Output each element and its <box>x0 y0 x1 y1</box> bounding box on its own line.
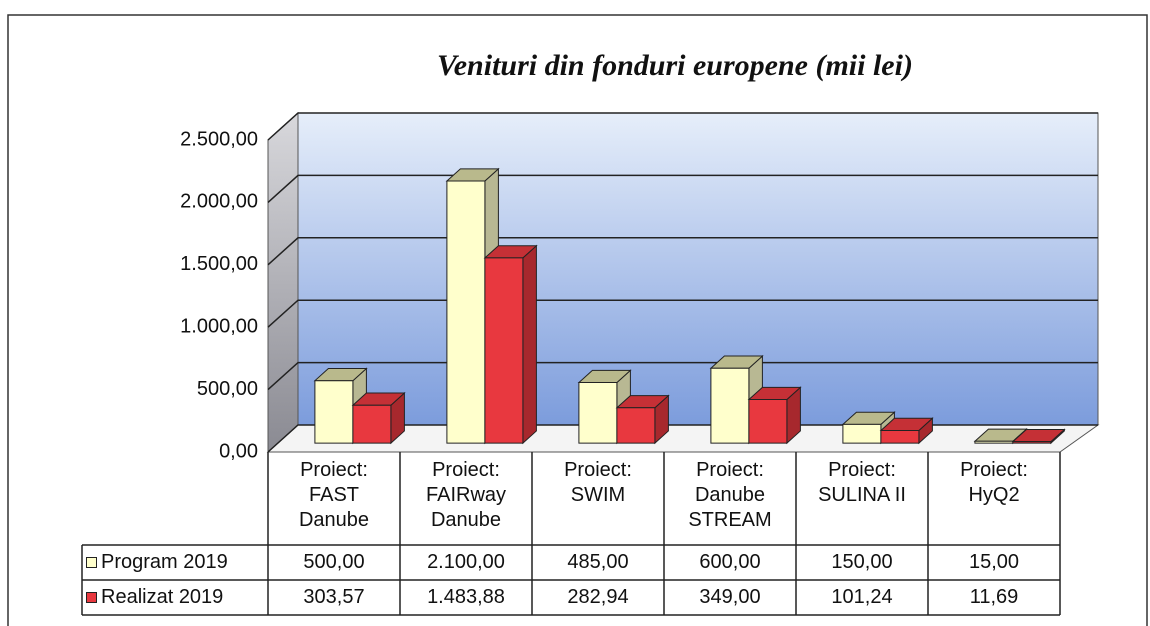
legend-swatch <box>86 557 97 568</box>
bar <box>1011 428 1066 445</box>
bar-front <box>748 399 788 444</box>
grid-line <box>267 174 1098 203</box>
data-label: 15,00 <box>968 551 1020 573</box>
x-tick-label: Proiect: FAST Danube <box>298 459 370 531</box>
bar <box>747 386 802 445</box>
legend-label: Program 2019 <box>101 551 228 573</box>
side-wall <box>267 111 299 454</box>
y-tick-label: 500,00 <box>197 378 258 400</box>
bar-front <box>578 382 618 444</box>
x-tick-label: Proiect: FAIRway Danube <box>425 459 507 531</box>
grid-line <box>267 112 1098 141</box>
bar-front <box>1012 441 1052 444</box>
bar <box>615 394 670 445</box>
grid-line <box>267 237 1098 266</box>
back-wall <box>297 112 1099 426</box>
bar <box>483 244 538 445</box>
x-tick-label: Proiect: SULINA II <box>818 459 906 506</box>
legend-swatch <box>86 592 97 603</box>
bar-side <box>522 244 537 445</box>
bar-front <box>446 180 486 444</box>
legend-entry: Program 2019 <box>82 545 268 580</box>
data-label: 101,24 <box>831 586 893 608</box>
grid-line <box>267 424 1098 453</box>
data-label: 11,69 <box>969 586 1019 608</box>
legend-label: Realizat 2019 <box>101 586 224 608</box>
data-label: 500,00 <box>303 551 365 573</box>
chart-title: Venituri din fonduri europene (mii lei) <box>437 49 913 82</box>
data-label: 303,57 <box>303 586 365 608</box>
bar <box>351 391 406 445</box>
grid-line <box>267 299 1098 328</box>
data-label: 282,94 <box>567 586 629 608</box>
bar-front <box>842 423 882 444</box>
x-tick-label: Proiect: Danube STREAM <box>688 459 772 531</box>
y-tick-label: 1.500,00 <box>180 253 258 275</box>
legend-entry: Realizat 2019 <box>82 580 268 615</box>
data-label: 349,00 <box>699 586 761 608</box>
bar-front <box>880 429 920 444</box>
data-label: 485,00 <box>567 551 629 573</box>
x-tick-label: Proiect: SWIM <box>564 459 632 506</box>
data-label: 150,00 <box>831 551 893 573</box>
bar-front <box>352 404 392 444</box>
bar-front <box>484 257 524 444</box>
grid-line <box>267 361 1098 391</box>
bar-front <box>314 380 354 444</box>
data-label: 600,00 <box>699 551 761 573</box>
y-tick-label: 2.500,00 <box>180 128 258 150</box>
y-tick-label: 0,00 <box>219 440 258 462</box>
bar-front <box>974 440 1014 444</box>
y-tick-label: 1.000,00 <box>180 315 258 337</box>
data-label: 1.483,88 <box>427 586 505 608</box>
bar <box>879 417 934 445</box>
data-label: 2.100,00 <box>427 551 505 573</box>
bar-front <box>616 407 656 444</box>
frame <box>7 14 1148 626</box>
x-tick-label: Proiect: HyQ2 <box>960 459 1028 506</box>
bar-front <box>710 367 750 444</box>
y-tick-label: 2.000,00 <box>180 191 258 213</box>
